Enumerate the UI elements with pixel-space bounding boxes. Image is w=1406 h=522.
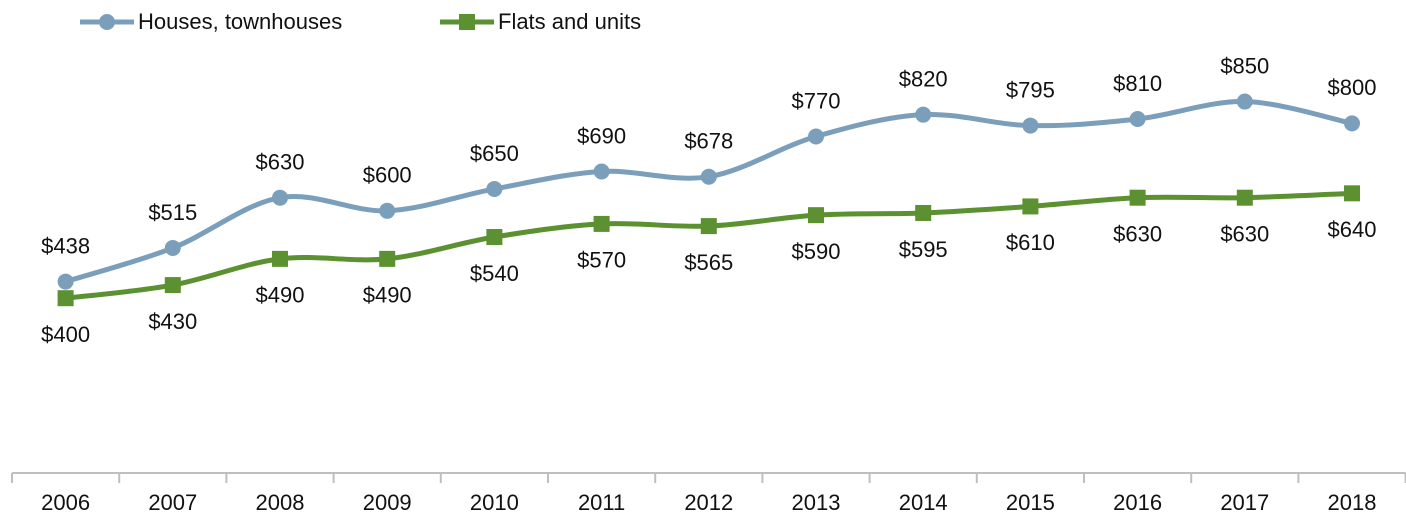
data-point (486, 180, 503, 197)
legend-marker (459, 14, 475, 30)
data-point (593, 163, 610, 180)
data-point (272, 250, 288, 267)
data-label: $590 (792, 239, 841, 264)
data-label: $400 (41, 322, 90, 347)
data-label: $515 (148, 200, 197, 225)
legend-label: Houses, townhouses (138, 9, 342, 34)
data-point (164, 277, 181, 294)
x-tick-label: 2010 (470, 490, 519, 515)
x-tick-label: 2017 (1220, 490, 1269, 515)
data-label: $630 (1113, 222, 1162, 247)
data-point (57, 273, 74, 290)
x-tick-label: 2018 (1328, 490, 1377, 515)
data-label: $630 (256, 150, 305, 175)
data-label: $690 (577, 123, 626, 148)
x-tick-label: 2011 (578, 490, 625, 515)
data-label: $678 (684, 129, 733, 154)
data-label: $810 (1113, 71, 1162, 96)
data-point (1022, 117, 1039, 134)
data-label: $540 (470, 261, 519, 286)
data-label: $565 (684, 250, 733, 275)
x-tick-label: 2007 (148, 490, 197, 515)
x-tick-label: 2012 (684, 490, 733, 515)
legend-marker (99, 14, 115, 30)
data-label: $430 (148, 309, 197, 334)
data-label: $640 (1328, 217, 1377, 242)
x-tick-label: 2015 (1006, 490, 1055, 515)
data-point (1129, 111, 1146, 128)
x-tick-label: 2014 (899, 490, 948, 515)
x-tick-label: 2008 (256, 490, 305, 515)
data-point (700, 168, 717, 185)
data-label: $610 (1006, 230, 1055, 255)
data-label: $795 (1006, 77, 1055, 102)
x-tick-label: 2009 (363, 490, 412, 515)
x-tick-label: 2016 (1113, 490, 1162, 515)
legend-label: Flats and units (498, 9, 641, 34)
data-point (57, 290, 74, 307)
data-label: $630 (1220, 222, 1269, 247)
data-label: $850 (1220, 53, 1269, 78)
x-tick-label: 2013 (792, 490, 841, 515)
data-label: $820 (899, 66, 948, 91)
data-label: $490 (256, 283, 305, 308)
data-point (1344, 115, 1360, 132)
data-label: $438 (41, 233, 90, 258)
data-point (808, 128, 824, 145)
data-label: $800 (1328, 75, 1377, 100)
data-point (486, 229, 503, 246)
data-label: $570 (577, 248, 626, 273)
data-point (915, 106, 932, 123)
data-point (593, 215, 610, 232)
data-point (1236, 189, 1253, 206)
data-label: $650 (470, 141, 519, 166)
data-point (700, 218, 717, 235)
data-point (1022, 198, 1039, 215)
data-point (164, 239, 181, 256)
data-point (272, 189, 288, 206)
data-label: $770 (792, 88, 841, 113)
data-point (379, 250, 396, 267)
data-label: $490 (363, 283, 412, 308)
data-point (915, 204, 932, 221)
data-point (1344, 185, 1360, 202)
data-point (808, 207, 824, 224)
data-label: $600 (363, 163, 412, 188)
data-point (1236, 93, 1253, 110)
data-point (379, 202, 396, 219)
data-label: $595 (899, 237, 948, 262)
data-point (1129, 189, 1146, 206)
x-tick-label: 2006 (41, 490, 90, 515)
